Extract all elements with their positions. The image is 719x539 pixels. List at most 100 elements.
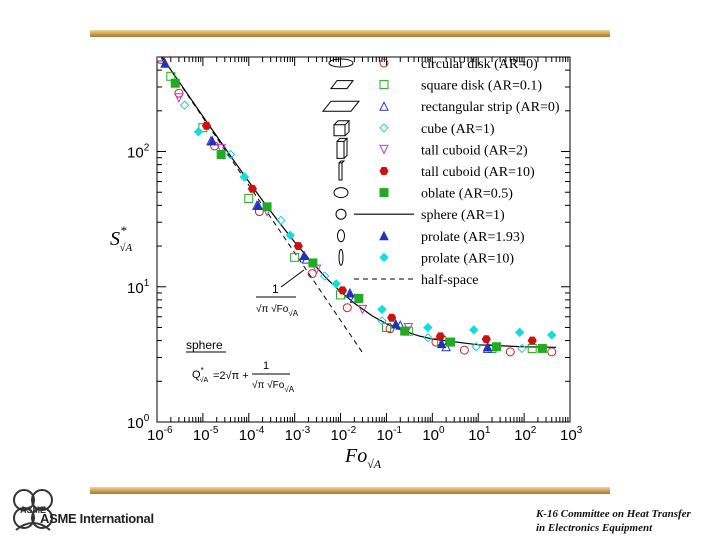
cuboid2-shape-icon (336, 137, 349, 159)
sphere-fraction-denominator: √π √Fo√A (252, 379, 295, 394)
organization-name: ASME International (40, 511, 154, 526)
strip-shape-icon (321, 100, 361, 112)
square-plate-shape-icon (330, 80, 354, 90)
sphere-shape-icon (335, 208, 347, 220)
data-point-prolate-ar-1-93- (299, 250, 309, 261)
legend-label-oblate-ar-0-5-: oblate (AR=0.5) (421, 187, 513, 202)
legend-marker-prolate-ar-1-93- (379, 230, 389, 241)
legend-marker-tall-cuboid-ar-10- (379, 167, 389, 175)
data-point-square-disk-ar-0-1- (290, 252, 300, 262)
data-point-oblate-ar-0-5- (262, 202, 272, 212)
committee-line-1: K-16 Committee on Heat Transfer (536, 508, 691, 520)
x-tick-label: 101 (468, 425, 491, 444)
data-point-prolate-ar-1-93- (391, 318, 401, 329)
data-point-tall-cuboid-ar-10- (337, 286, 348, 295)
legend-marker-rectangular-strip-ar-0- (379, 101, 389, 111)
x-tick-label: 102 (514, 425, 537, 444)
data-point-cube-ar-1- (225, 149, 236, 160)
data-point-prolate-ar-10- (377, 304, 387, 315)
legend-marker-tall-cuboid-ar-2- (379, 144, 389, 155)
y-tick-label: 101 (127, 278, 150, 297)
data-point-prolate-ar-10- (514, 327, 525, 338)
legend-label-half-space: half-space (421, 273, 479, 288)
data-point-prolate-ar-1-93- (482, 341, 493, 352)
data-point-tall-cuboid-ar-10- (481, 335, 491, 344)
y-axis-label: S* √A (110, 223, 133, 254)
data-point-tall-cuboid-ar-10- (435, 332, 445, 341)
data-point-circular-disk-ar-0- (342, 303, 352, 313)
x-tick-label: 10-1 (376, 425, 402, 444)
data-point-tall-cuboid-ar-10- (201, 121, 212, 130)
data-point-prolate-ar-1-93- (436, 338, 447, 349)
data-point-prolate-ar-1-93- (160, 58, 170, 68)
committee-credit: K-16 Committee on Heat Transfer in Elect… (536, 507, 691, 535)
legend-label-prolate-ar-1-93-: prolate (AR=1.93) (421, 230, 525, 245)
halfspace-pointer-arrow (280, 269, 305, 288)
x-tick-label: 100 (422, 425, 445, 444)
x-tick-label: 10-3 (285, 425, 311, 444)
data-point-cube-ar-1- (471, 342, 481, 352)
data-point-oblate-ar-0-5- (216, 150, 226, 160)
data-point-cube-ar-1- (423, 333, 433, 343)
data-point-prolate-ar-10- (423, 322, 433, 333)
prolate-shape-icon (337, 229, 345, 243)
data-point-tall-cuboid-ar-10- (247, 184, 257, 193)
legend-label-rectangular-strip-ar-0-: rectangular strip (AR=0) (421, 100, 560, 115)
data-point-oblate-ar-0-5- (537, 343, 547, 353)
halfspace-line (161, 57, 363, 353)
data-point-circular-disk-ar-0- (505, 347, 515, 357)
data-point-cube-ar-1- (377, 316, 387, 326)
data-point-tall-cuboid-ar-10- (527, 336, 537, 345)
data-point-cube-ar-1- (179, 100, 190, 110)
data-point-oblate-ar-0-5- (308, 258, 318, 268)
y-tick-label: 102 (127, 143, 150, 162)
data-point-tall-cuboid-ar-2- (216, 144, 226, 154)
data-point-prolate-ar-1-93- (207, 135, 218, 146)
data-point-prolate-ar-10- (547, 330, 557, 340)
legend-label-tall-cuboid-ar-10-: tall cuboid (AR=10) (421, 165, 535, 180)
data-point-tall-cuboid-ar-10- (293, 242, 303, 250)
plot-frame (156, 56, 571, 423)
x-tick-label: 10-4 (239, 425, 265, 444)
data-point-oblate-ar-0-5- (400, 326, 410, 336)
sphere-fraction-numerator: 1 (263, 360, 269, 372)
data-point-tall-cuboid-ar-2- (357, 304, 368, 315)
data-point-circular-disk-ar-0- (307, 269, 317, 279)
data-point-square-disk-ar-0-1- (381, 322, 391, 332)
legend-label-cube-ar-1-: cube (AR=1) (421, 122, 495, 137)
data-point-prolate-ar-10- (331, 279, 341, 289)
bottom-decorative-bar (90, 487, 610, 494)
disk-shape-icon (328, 58, 354, 68)
data-point-prolate-ar-1-93- (345, 287, 355, 298)
top-decorative-bar (90, 30, 610, 37)
x-tick-label: 10-6 (147, 425, 173, 444)
plot-area (157, 45, 557, 357)
legend-marker-cube-ar-1- (379, 123, 389, 133)
data-point-cube-ar-1- (319, 271, 330, 281)
x-tick-label: 103 (560, 425, 583, 444)
data-point-circular-disk-ar-0- (459, 345, 469, 355)
x-tick-label: 10-5 (193, 425, 219, 444)
data-point-cube-ar-1- (517, 343, 527, 354)
prolate10-shape-icon (338, 248, 344, 266)
halfspace-fraction-numerator: 1 (272, 282, 279, 296)
data-point-prolate-ar-10- (469, 325, 479, 335)
halfspace-fraction-denominator: √π √Fo√A (256, 303, 299, 318)
legend-label-sphere-ar-1-: sphere (AR=1) (421, 208, 505, 223)
data-point-oblate-ar-0-5- (446, 337, 456, 347)
legend-label-circular-disk-ar-0-: circular disk (AR=0) (421, 57, 538, 72)
data-point-square-disk-ar-0-1- (244, 193, 254, 203)
data-point-cube-ar-1- (276, 215, 286, 226)
data-point-prolate-ar-10- (285, 230, 295, 241)
data-point-square-disk-ar-0-1- (527, 343, 537, 353)
data-point-tall-cuboid-ar-10- (158, 45, 166, 52)
data-point-rectangular-strip-ar-0- (157, 57, 164, 62)
asme-logo-icon: ASME (13, 489, 53, 531)
sphere-equation-term: =2√π + (213, 370, 249, 382)
oblate-shape-icon (333, 187, 349, 199)
sphere-annotation-title: sphere (186, 338, 223, 352)
data-point-oblate-ar-0-5- (170, 78, 180, 88)
committee-line-2: in Electronics Equipment (536, 522, 653, 534)
data-point-circular-disk-ar-0- (174, 88, 184, 98)
